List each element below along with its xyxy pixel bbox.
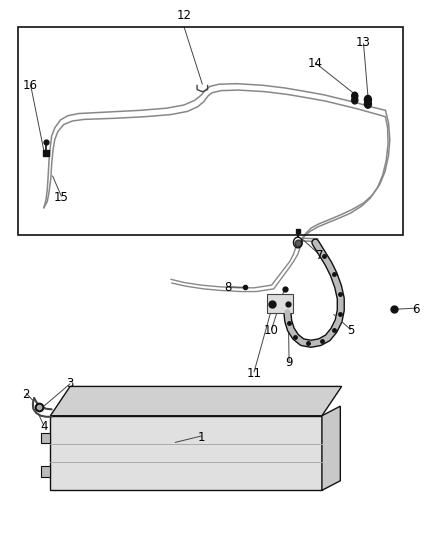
Circle shape xyxy=(352,92,358,100)
Text: 7: 7 xyxy=(316,249,324,262)
Text: 12: 12 xyxy=(177,10,191,22)
Text: 4: 4 xyxy=(40,420,48,433)
Polygon shape xyxy=(50,386,342,416)
Text: 2: 2 xyxy=(22,388,30,401)
Text: 14: 14 xyxy=(308,58,323,70)
Bar xyxy=(41,466,50,477)
Bar xyxy=(41,433,50,443)
Circle shape xyxy=(364,100,371,108)
Text: 9: 9 xyxy=(285,356,293,369)
Text: 13: 13 xyxy=(356,36,371,49)
Text: 15: 15 xyxy=(54,191,69,204)
Circle shape xyxy=(364,95,371,104)
Text: 3: 3 xyxy=(67,377,74,390)
Polygon shape xyxy=(50,416,322,490)
FancyBboxPatch shape xyxy=(267,294,293,313)
Bar xyxy=(18,27,403,235)
Text: 1: 1 xyxy=(198,431,205,443)
Text: 8: 8 xyxy=(224,281,231,294)
Text: 10: 10 xyxy=(264,324,279,337)
Circle shape xyxy=(352,96,358,104)
Text: 16: 16 xyxy=(23,79,38,92)
Text: 5: 5 xyxy=(347,324,354,337)
Polygon shape xyxy=(322,406,340,490)
Text: 11: 11 xyxy=(247,367,261,379)
Text: 6: 6 xyxy=(412,303,420,316)
